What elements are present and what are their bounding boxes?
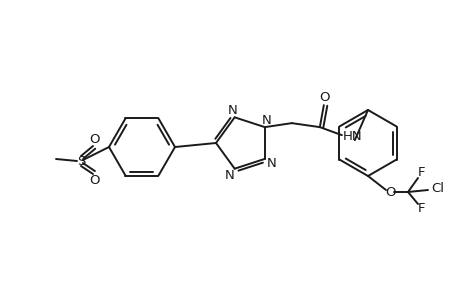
Text: N: N [224, 169, 234, 182]
Text: O: O [90, 175, 100, 188]
Text: N: N [266, 158, 276, 170]
Text: O: O [90, 133, 100, 146]
Text: N: N [261, 114, 271, 127]
Text: O: O [385, 187, 395, 200]
Text: N: N [227, 104, 237, 117]
Text: Cl: Cl [431, 182, 443, 196]
Text: F: F [417, 167, 425, 179]
Text: O: O [319, 91, 330, 103]
Text: S: S [77, 154, 85, 167]
Text: F: F [417, 202, 425, 215]
Text: HN: HN [342, 130, 362, 142]
